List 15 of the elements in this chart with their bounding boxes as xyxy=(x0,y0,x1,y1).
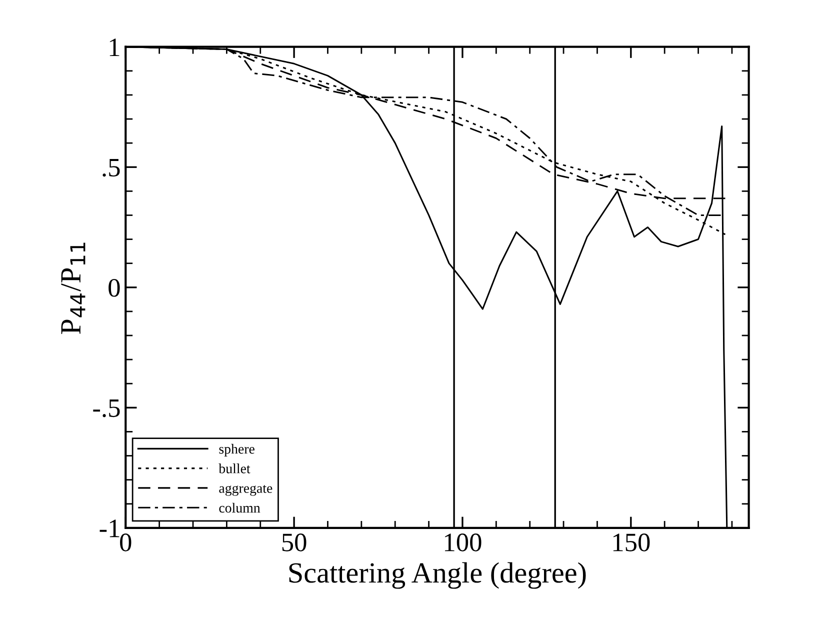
y-tick-label: .5 xyxy=(102,158,120,177)
legend-label: column xyxy=(219,502,260,513)
x-tick-label: 100 xyxy=(445,534,482,552)
y-tick-label: 1 xyxy=(110,38,120,56)
legend-label: sphere xyxy=(219,444,254,457)
legend-label: aggregate xyxy=(219,484,272,496)
y-tick-label: -.5 xyxy=(93,400,120,418)
x-axis-title: Scattering Angle (degree) xyxy=(289,562,586,589)
legend-label: bullet xyxy=(218,464,250,474)
x-tick-label: 150 xyxy=(613,534,650,552)
x-tick-label: 0 xyxy=(120,534,132,552)
y-axis-title: P$_{44}$/P$_{11}$ xyxy=(61,242,86,334)
y-tick-label: 0 xyxy=(108,278,120,297)
y-tick-label: -1 xyxy=(100,520,120,538)
x-tick-label: 50 xyxy=(282,534,306,552)
